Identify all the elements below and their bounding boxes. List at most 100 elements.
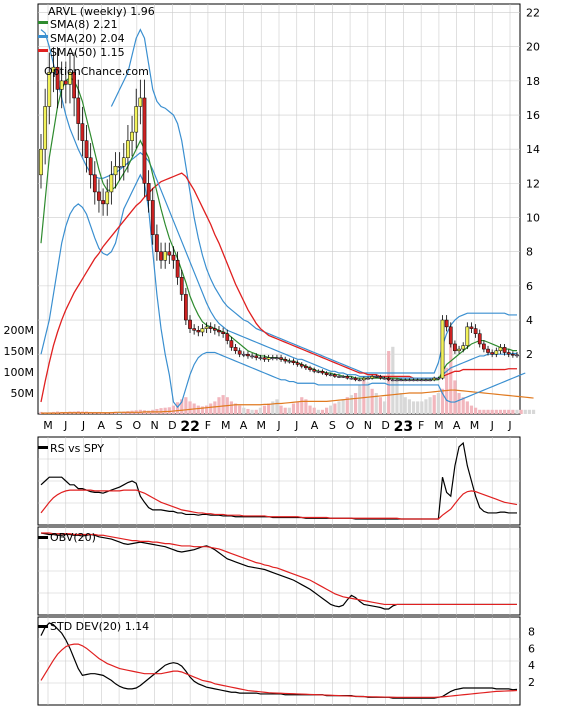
volume-bar: [531, 409, 536, 414]
volume-average-line: [41, 389, 534, 414]
month-label: F: [418, 419, 424, 432]
candle-body: [204, 326, 209, 329]
candle-body: [366, 377, 370, 380]
candle-body: [432, 377, 437, 381]
candle-body: [324, 372, 329, 375]
month-label: J: [294, 419, 298, 432]
volume-bar: [209, 403, 213, 414]
stddev-panel: 2 4 6 8 STD DEV(20) 1.14: [37, 616, 535, 706]
candle-body: [270, 357, 275, 359]
volume-tick-1: 100M: [4, 366, 35, 379]
candle-body: [250, 355, 254, 358]
bollinger-lower-line: [40, 173, 526, 409]
volume-bar: [262, 405, 267, 414]
legend-sma20: SMA(20) 2.04: [50, 32, 125, 45]
volume-bar: [511, 409, 515, 414]
month-label: A: [98, 419, 106, 432]
volume-bar: [411, 401, 416, 414]
candle-body: [362, 377, 366, 381]
volume-bar: [337, 401, 341, 414]
candle-body: [436, 377, 441, 380]
volume-bar: [171, 405, 176, 414]
volume-ticks: 50M 100M 150M 200M: [4, 324, 35, 400]
year-label: 22: [180, 419, 199, 435]
volume-bar: [378, 397, 383, 414]
candle-body: [428, 379, 432, 382]
volume-average: [41, 389, 534, 414]
candle-body: [192, 328, 196, 331]
candle-body: [448, 326, 453, 345]
volume-bar: [345, 397, 349, 414]
month-label: M: [470, 419, 480, 432]
candle-body: [486, 348, 490, 353]
month-label: M: [221, 419, 231, 432]
volume-bar: [407, 399, 411, 414]
volume-bar: [403, 397, 407, 414]
candle-body: [424, 379, 428, 382]
volume-bar: [358, 384, 362, 414]
candle-body: [279, 357, 283, 360]
candle-body: [246, 353, 250, 357]
volume-bar: [200, 406, 205, 414]
candle-body: [283, 359, 288, 362]
candle-body: [299, 364, 304, 367]
stddev-lines: [40, 622, 518, 699]
volume-bar: [217, 397, 221, 414]
candle-body: [175, 260, 180, 278]
volume-bar: [254, 409, 258, 414]
candle-body: [444, 319, 449, 328]
candle-body: [63, 80, 68, 85]
price-tick-18: 18: [526, 75, 540, 88]
obv-lines-series-1: [41, 532, 517, 606]
month-label: J: [81, 419, 85, 432]
candle-body: [498, 347, 503, 352]
price-tick-4: 4: [526, 314, 533, 327]
candle-body: [109, 174, 114, 193]
candle-body: [320, 371, 325, 374]
price-y-ticks: 2 4 6 8 10 12 14 16 18 20 22: [526, 7, 540, 362]
candle-body: [47, 72, 52, 107]
volume-bar: [494, 409, 498, 414]
rs-lines-series-1: [40, 489, 518, 520]
candle-body: [80, 123, 85, 141]
month-label: J: [507, 419, 511, 432]
price-tick-8: 8: [526, 246, 533, 259]
candle-body: [370, 376, 374, 379]
month-label: N: [150, 419, 158, 432]
volume-bar: [167, 407, 171, 414]
candle-body: [155, 234, 159, 252]
volume-bar: [457, 393, 461, 414]
candle-body: [453, 343, 457, 352]
price-tick-22: 22: [526, 7, 540, 20]
watermark: OptionChance.com: [44, 65, 149, 78]
candle-body: [390, 379, 395, 382]
volume-bar: [387, 351, 391, 414]
volume-bar: [519, 409, 523, 414]
candle-body: [266, 357, 271, 360]
sma8-line: [40, 76, 517, 381]
volume-bar: [478, 409, 482, 414]
candle-body: [212, 328, 217, 331]
candle-body: [291, 360, 296, 363]
volume-bar: [312, 407, 316, 414]
price-tick-2: 2: [526, 348, 533, 361]
candle-body: [415, 379, 420, 382]
volume-bar: [498, 409, 503, 414]
volume-bar: [113, 411, 118, 414]
candle-body: [304, 365, 308, 369]
month-label: A: [311, 419, 319, 432]
candles: [39, 47, 519, 382]
volume-bar: [527, 409, 532, 414]
volume-bar: [242, 407, 246, 414]
volume-bar: [320, 409, 325, 414]
candle-body: [138, 97, 143, 107]
volume-bar: [420, 401, 424, 414]
month-label: M: [43, 419, 53, 432]
candle-body: [184, 294, 188, 321]
volume-bar: [382, 401, 387, 414]
volume-bar: [465, 401, 469, 414]
price-tick-14: 14: [526, 143, 540, 156]
candle-body: [386, 377, 391, 381]
candle-body: [353, 377, 358, 381]
